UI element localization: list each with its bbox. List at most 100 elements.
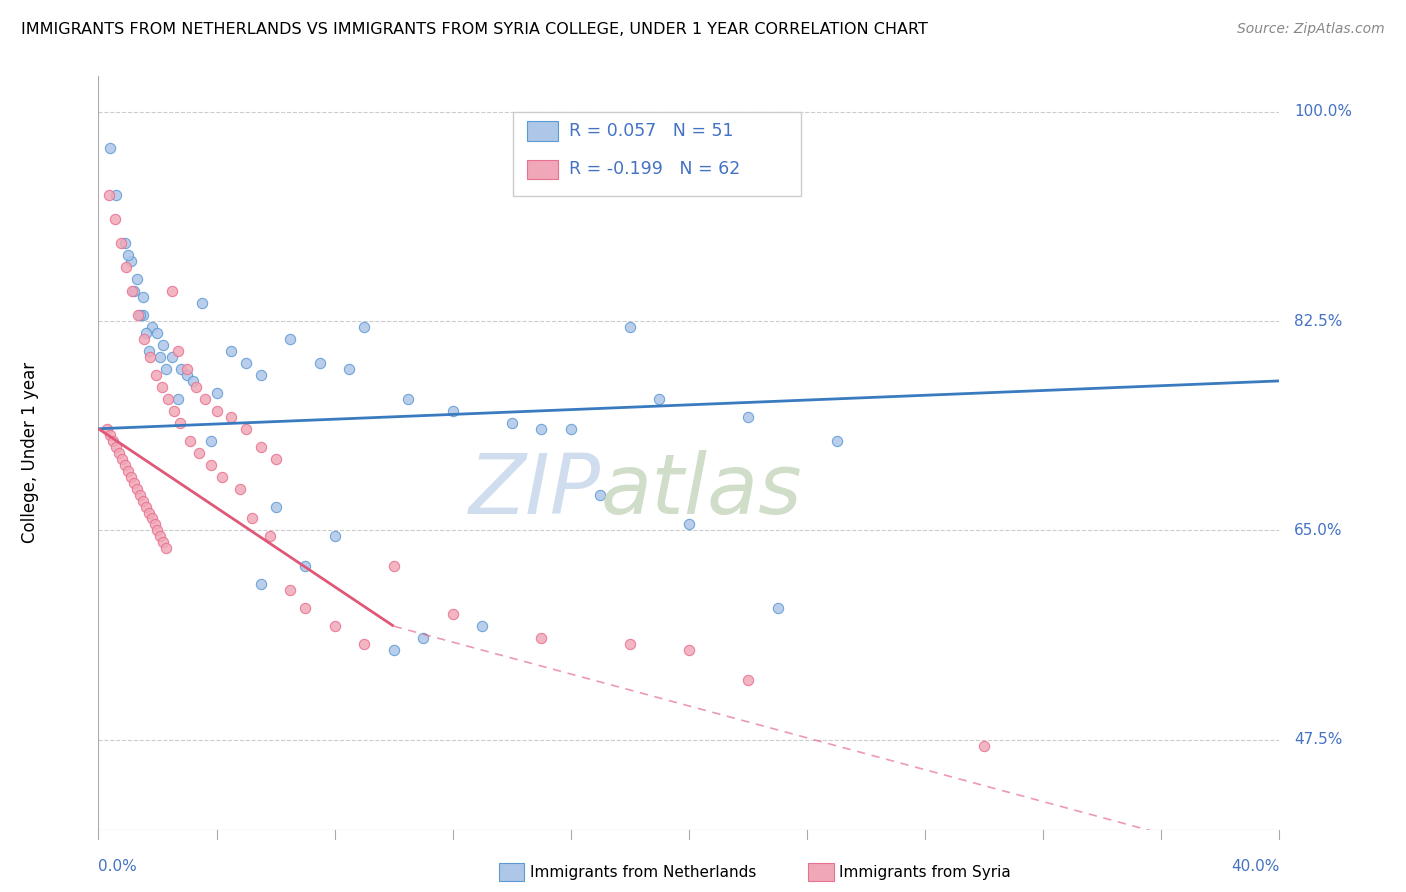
Point: [97, 188, 120, 202]
Point: [530, 422, 553, 436]
Point: [138, 343, 160, 358]
Point: [127, 308, 149, 322]
Point: [323, 529, 346, 543]
Point: [114, 236, 136, 251]
Text: ZIP: ZIP: [468, 450, 600, 531]
Point: [737, 673, 759, 687]
Point: [146, 326, 169, 340]
Point: [121, 284, 143, 298]
Text: 65.0%: 65.0%: [1295, 523, 1343, 538]
Point: [149, 350, 172, 364]
Point: [179, 434, 201, 448]
Point: [973, 739, 995, 753]
Text: R = -0.199   N = 62: R = -0.199 N = 62: [569, 161, 741, 178]
Point: [205, 404, 228, 418]
Point: [114, 458, 136, 472]
Point: [619, 637, 641, 651]
Text: 82.5%: 82.5%: [1295, 314, 1343, 328]
Point: [294, 601, 316, 615]
Point: [353, 637, 375, 651]
Point: [382, 643, 405, 657]
Point: [259, 529, 281, 543]
Point: [104, 212, 127, 227]
Point: [122, 284, 145, 298]
Point: [194, 392, 217, 406]
Point: [530, 631, 553, 645]
Text: Source: ZipAtlas.com: Source: ZipAtlas.com: [1237, 22, 1385, 37]
Text: IMMIGRANTS FROM NETHERLANDS VS IMMIGRANTS FROM SYRIA COLLEGE, UNDER 1 YEAR CORRE: IMMIGRANTS FROM NETHERLANDS VS IMMIGRANT…: [21, 22, 928, 37]
Point: [240, 511, 263, 525]
Point: [169, 416, 191, 430]
Point: [398, 392, 420, 406]
Point: [176, 362, 198, 376]
Point: [200, 458, 222, 472]
Point: [766, 601, 789, 615]
Point: [149, 529, 172, 543]
Point: [162, 284, 183, 298]
Text: Immigrants from Netherlands: Immigrants from Netherlands: [530, 865, 756, 880]
Point: [323, 619, 346, 633]
Point: [105, 188, 128, 202]
Text: atlas: atlas: [600, 450, 801, 531]
Point: [138, 506, 160, 520]
Point: [150, 380, 173, 394]
Text: 40.0%: 40.0%: [1232, 860, 1279, 874]
Point: [250, 577, 273, 591]
Point: [353, 320, 375, 334]
Point: [162, 350, 183, 364]
Point: [382, 559, 405, 574]
Point: [132, 308, 155, 322]
Point: [128, 487, 150, 501]
Point: [221, 343, 243, 358]
Point: [152, 535, 174, 549]
Point: [117, 248, 139, 262]
Point: [412, 631, 434, 645]
Point: [264, 451, 287, 466]
Point: [471, 619, 494, 633]
Point: [250, 368, 273, 382]
Point: [825, 434, 848, 448]
Point: [501, 416, 523, 430]
Point: [648, 392, 671, 406]
Point: [134, 332, 156, 346]
Point: [135, 500, 157, 514]
Point: [176, 368, 198, 382]
Point: [143, 517, 166, 532]
Text: 0.0%: 0.0%: [98, 860, 138, 874]
Point: [125, 482, 148, 496]
Point: [103, 434, 125, 448]
Point: [229, 482, 252, 496]
Point: [115, 260, 138, 275]
Point: [105, 440, 128, 454]
Point: [250, 440, 273, 454]
Point: [163, 404, 186, 418]
Point: [122, 475, 145, 490]
Point: [280, 583, 302, 598]
Point: [678, 517, 700, 532]
Point: [737, 409, 759, 424]
Point: [560, 422, 582, 436]
Point: [156, 392, 179, 406]
Point: [117, 464, 139, 478]
Point: [309, 356, 332, 370]
Point: [280, 332, 302, 346]
Point: [146, 524, 169, 538]
Point: [111, 451, 134, 466]
Point: [441, 404, 464, 418]
Point: [167, 392, 190, 406]
Text: 100.0%: 100.0%: [1295, 104, 1353, 120]
Point: [187, 446, 209, 460]
Text: R = 0.057   N = 51: R = 0.057 N = 51: [569, 122, 734, 140]
Point: [205, 385, 228, 400]
Point: [235, 422, 257, 436]
Point: [211, 469, 233, 483]
Point: [167, 343, 190, 358]
Point: [152, 338, 174, 352]
Point: [141, 320, 163, 334]
Point: [98, 427, 121, 442]
Point: [135, 326, 157, 340]
Point: [184, 380, 207, 394]
Point: [294, 559, 316, 574]
Point: [339, 362, 361, 376]
Point: [441, 607, 464, 622]
